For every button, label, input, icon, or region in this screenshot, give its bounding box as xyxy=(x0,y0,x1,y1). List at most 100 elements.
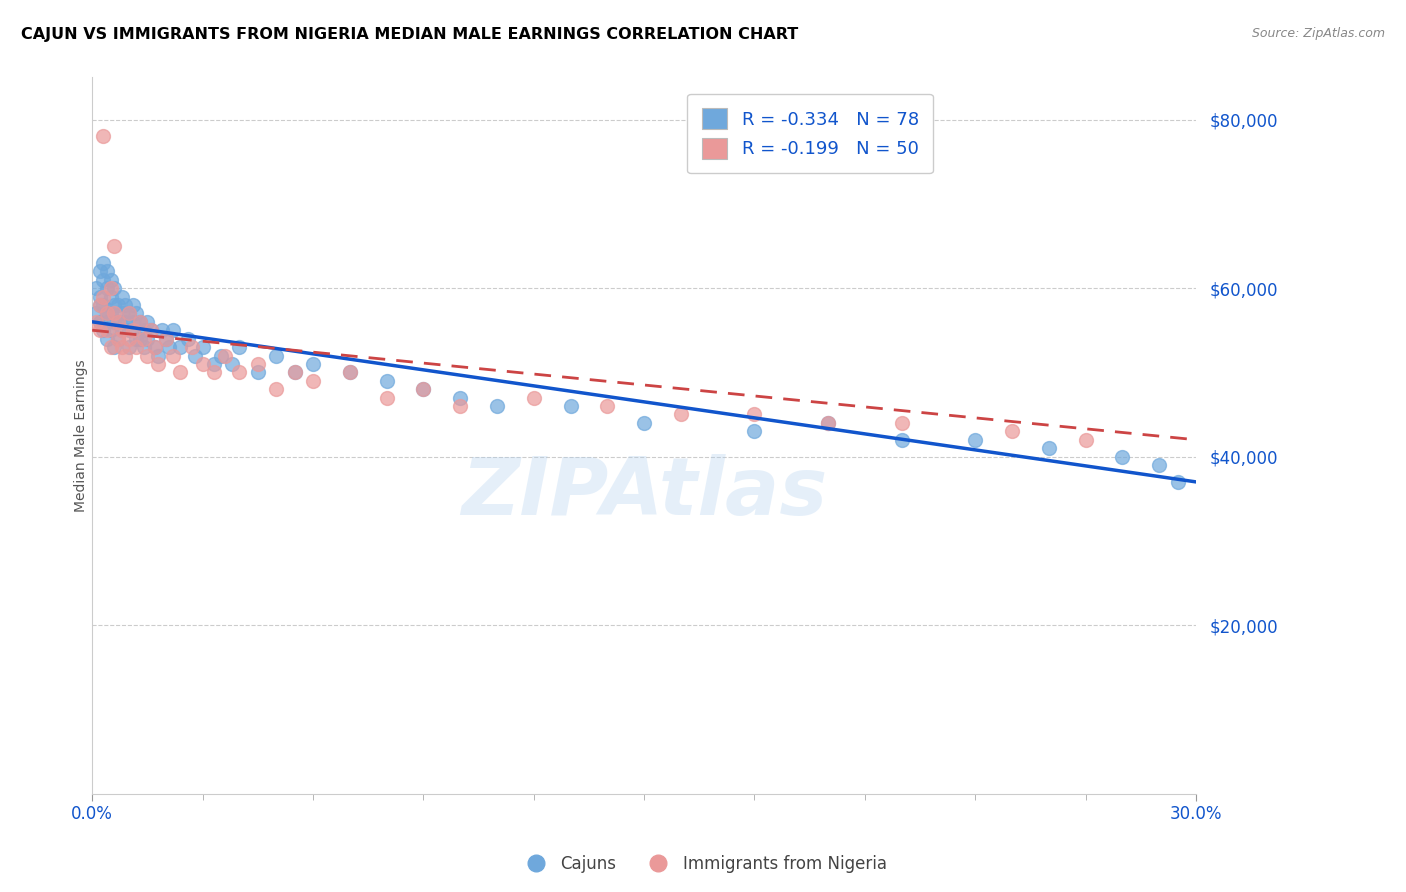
Point xyxy=(100,273,122,287)
Point xyxy=(103,315,125,329)
Y-axis label: Median Male Earnings: Median Male Earnings xyxy=(75,359,89,512)
Point xyxy=(107,315,129,329)
Point xyxy=(148,349,170,363)
Point xyxy=(155,332,177,346)
Point xyxy=(103,306,125,320)
Point xyxy=(485,399,508,413)
Point xyxy=(1111,450,1133,464)
Point xyxy=(125,306,148,320)
Point xyxy=(177,332,200,346)
Point xyxy=(100,340,122,354)
Point xyxy=(965,433,987,447)
Point xyxy=(110,323,132,337)
Point xyxy=(110,289,132,303)
Point xyxy=(523,391,546,405)
Point xyxy=(103,340,125,354)
Point xyxy=(89,298,111,312)
Point xyxy=(91,289,114,303)
Point xyxy=(107,332,129,346)
Point xyxy=(143,340,166,354)
Point xyxy=(100,323,122,337)
Point xyxy=(209,349,232,363)
Point xyxy=(817,416,839,430)
Point xyxy=(449,399,471,413)
Point xyxy=(121,315,143,329)
Point xyxy=(129,315,152,329)
Point xyxy=(283,365,305,379)
Point xyxy=(103,239,125,253)
Point xyxy=(302,357,325,371)
Point xyxy=(89,315,111,329)
Point xyxy=(118,323,141,337)
Point xyxy=(118,306,141,320)
Point xyxy=(129,332,152,346)
Text: CAJUN VS IMMIGRANTS FROM NIGERIA MEDIAN MALE EARNINGS CORRELATION CHART: CAJUN VS IMMIGRANTS FROM NIGERIA MEDIAN … xyxy=(21,27,799,42)
Point xyxy=(96,323,118,337)
Point xyxy=(89,289,111,303)
Point xyxy=(114,349,136,363)
Point xyxy=(96,281,118,295)
Point xyxy=(89,323,111,337)
Point xyxy=(202,357,225,371)
Point xyxy=(449,391,471,405)
Legend: R = -0.334   N = 78, R = -0.199   N = 50: R = -0.334 N = 78, R = -0.199 N = 50 xyxy=(688,94,934,173)
Point xyxy=(228,365,250,379)
Point xyxy=(136,349,159,363)
Point xyxy=(91,256,114,270)
Point xyxy=(84,281,107,295)
Point xyxy=(1001,425,1024,439)
Point xyxy=(96,332,118,346)
Point xyxy=(96,306,118,320)
Point xyxy=(339,365,361,379)
Point xyxy=(107,298,129,312)
Point xyxy=(744,425,766,439)
Point xyxy=(110,340,132,354)
Point xyxy=(100,281,122,295)
Point xyxy=(159,340,181,354)
Point xyxy=(139,323,162,337)
Point xyxy=(412,382,434,396)
Text: Source: ZipAtlas.com: Source: ZipAtlas.com xyxy=(1251,27,1385,40)
Point xyxy=(121,323,143,337)
Point xyxy=(191,340,214,354)
Point xyxy=(132,323,155,337)
Point xyxy=(283,365,305,379)
Point xyxy=(110,306,132,320)
Point xyxy=(596,399,619,413)
Point xyxy=(302,374,325,388)
Point xyxy=(633,416,655,430)
Point xyxy=(246,365,269,379)
Point xyxy=(162,349,184,363)
Point xyxy=(228,340,250,354)
Point xyxy=(91,298,114,312)
Point xyxy=(91,273,114,287)
Point xyxy=(132,340,155,354)
Point xyxy=(150,323,173,337)
Point xyxy=(155,332,177,346)
Point xyxy=(100,306,122,320)
Point xyxy=(221,357,243,371)
Point xyxy=(184,349,207,363)
Point xyxy=(143,340,166,354)
Point xyxy=(375,374,398,388)
Point xyxy=(890,416,912,430)
Point xyxy=(89,298,111,312)
Point xyxy=(103,281,125,295)
Point xyxy=(121,298,143,312)
Point xyxy=(84,306,107,320)
Point xyxy=(139,323,162,337)
Point xyxy=(264,382,287,396)
Point xyxy=(744,408,766,422)
Point xyxy=(110,323,132,337)
Point xyxy=(890,433,912,447)
Point xyxy=(375,391,398,405)
Point xyxy=(180,340,202,354)
Point xyxy=(202,365,225,379)
Point xyxy=(107,332,129,346)
Point xyxy=(169,340,191,354)
Point xyxy=(339,365,361,379)
Point xyxy=(96,315,118,329)
Point xyxy=(132,332,155,346)
Point xyxy=(91,129,114,144)
Point xyxy=(191,357,214,371)
